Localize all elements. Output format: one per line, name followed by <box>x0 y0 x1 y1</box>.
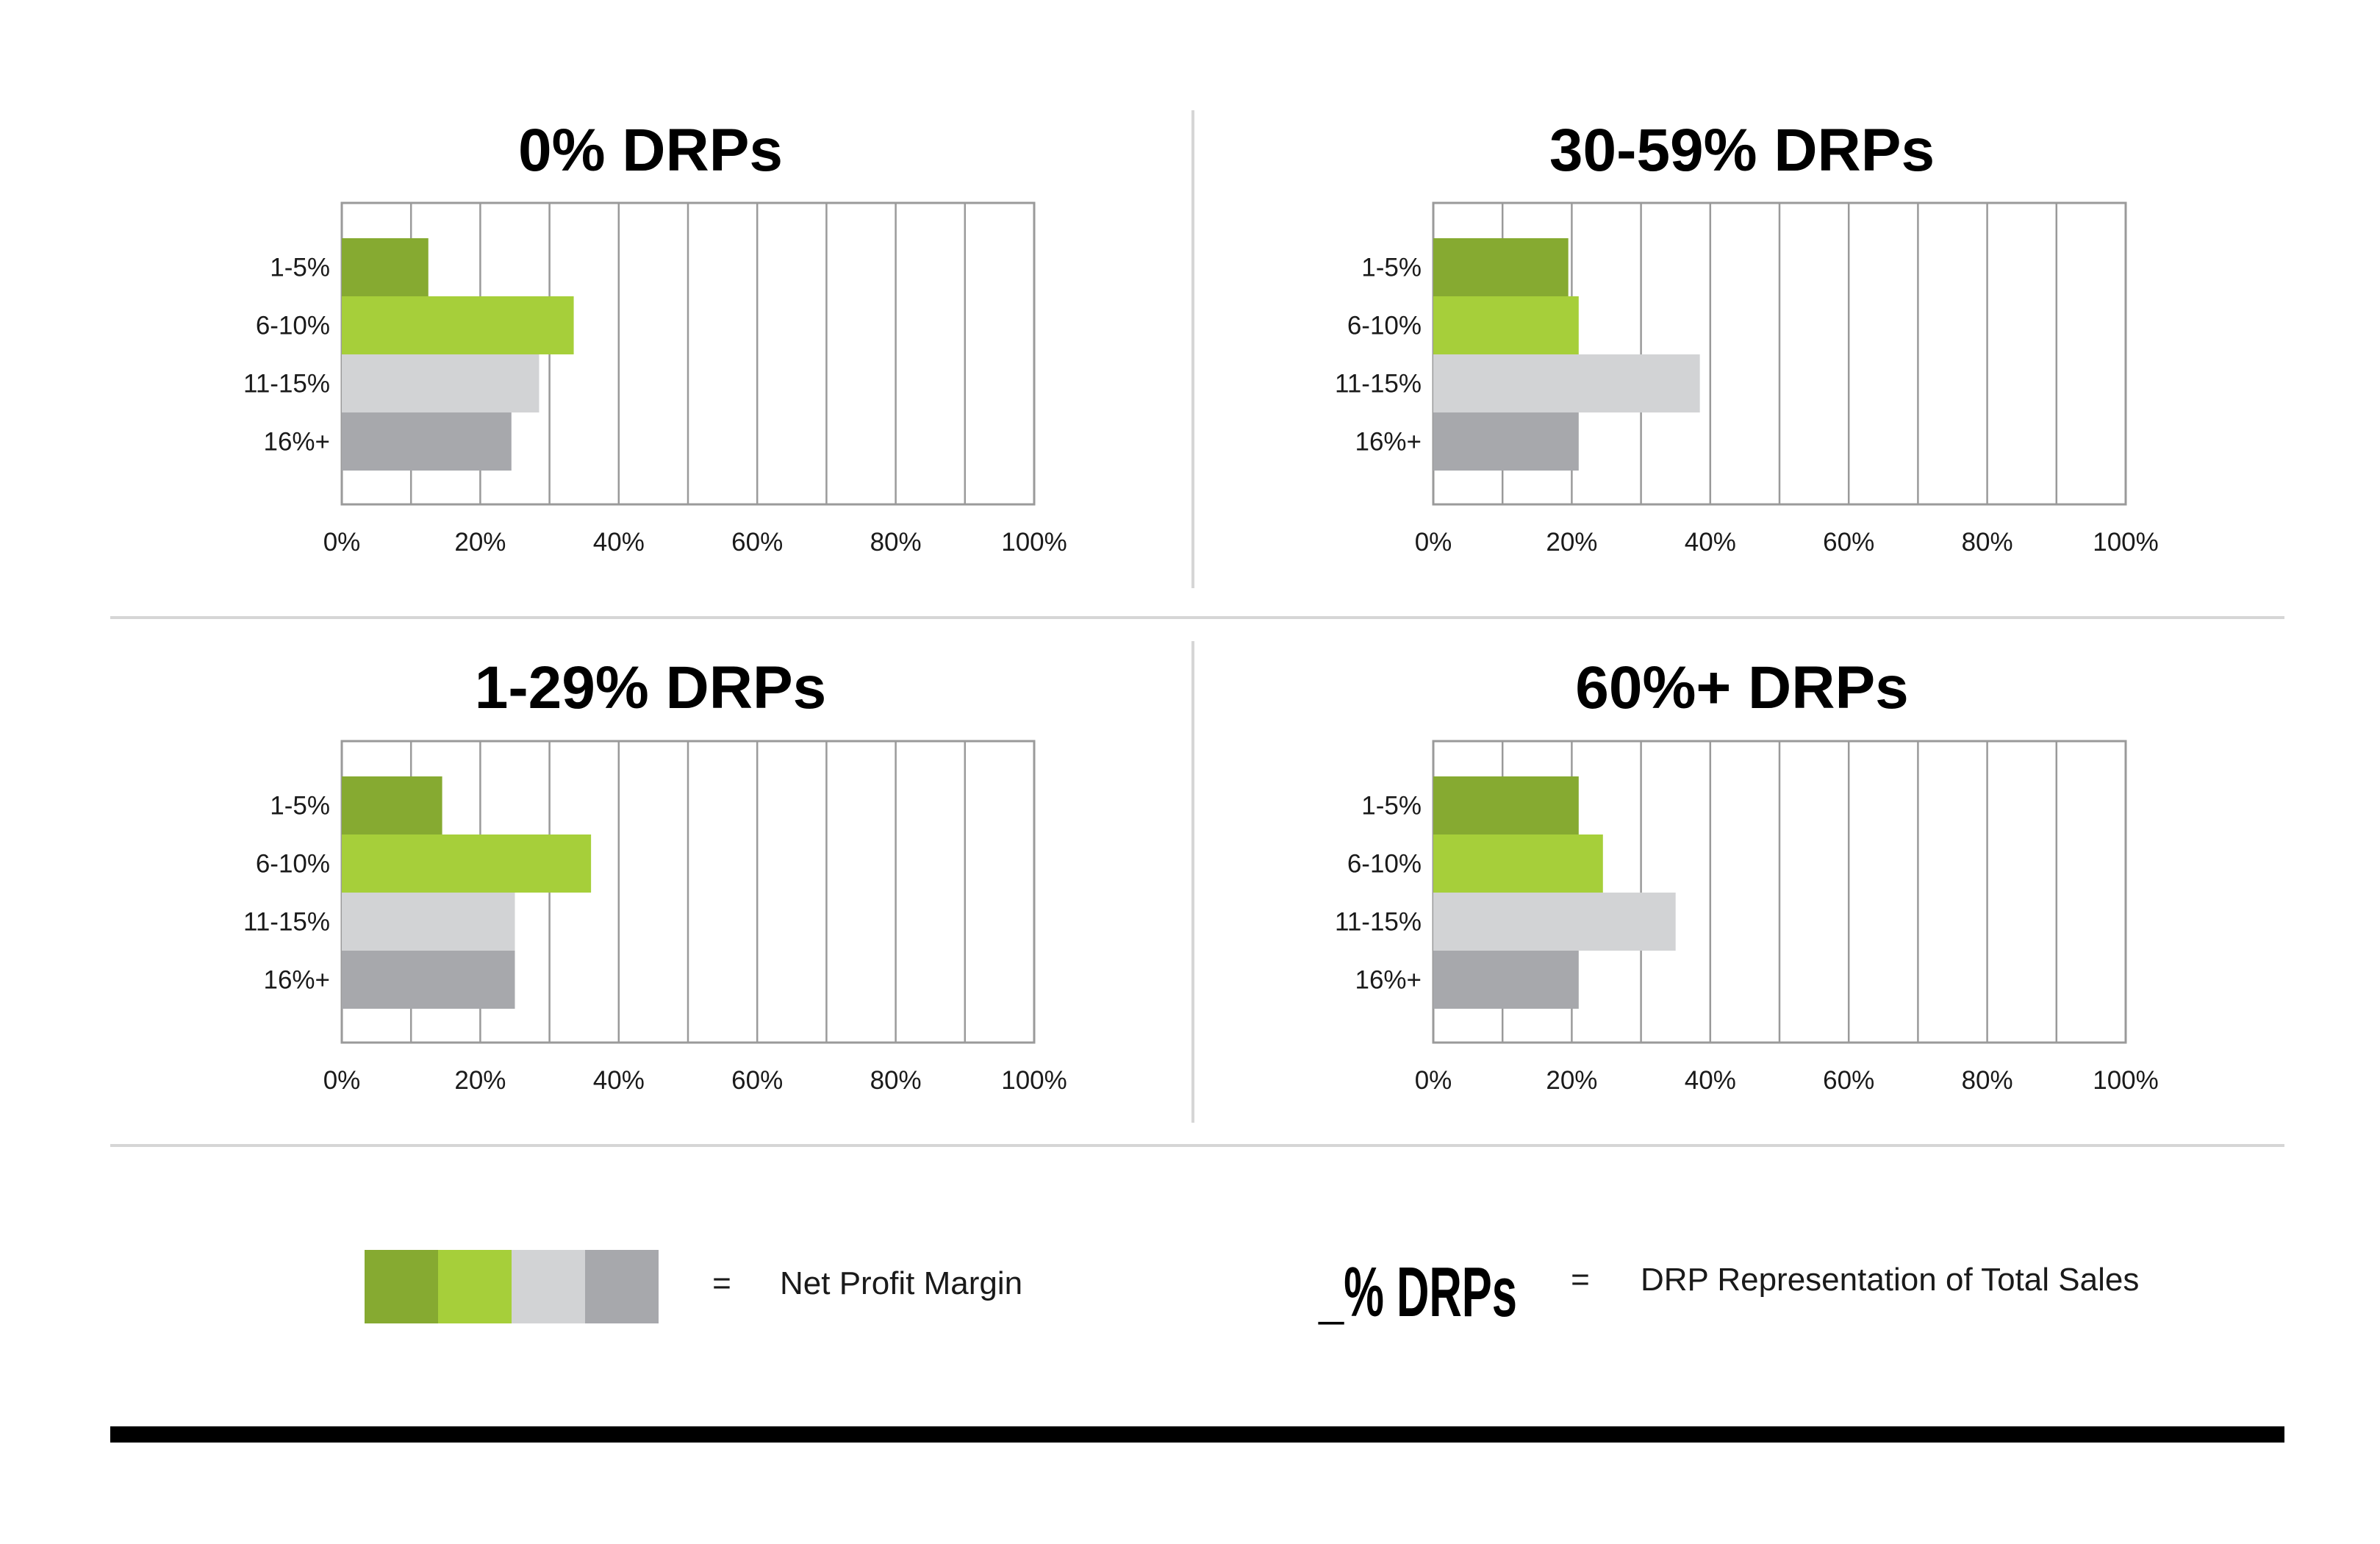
x-tick-label: 0% <box>323 528 361 557</box>
bar-6-10 <box>1433 296 1579 354</box>
bar-6-10 <box>342 296 574 354</box>
category-label-6-10: 6-10% <box>256 850 330 879</box>
x-tick-label: 80% <box>870 1066 922 1095</box>
category-label-16-plus: 16%+ <box>264 428 331 457</box>
category-label-11-15: 11-15% <box>243 908 330 937</box>
x-tick-label: 40% <box>1685 528 1736 557</box>
bar-11-15 <box>342 354 540 412</box>
x-tick-label: 0% <box>1415 1066 1452 1095</box>
x-tick-label: 20% <box>1546 528 1597 557</box>
category-label-11-15: 11-15% <box>1335 908 1422 937</box>
x-tick-label: 60% <box>1823 1066 1874 1095</box>
x-tick-label: 0% <box>1415 528 1452 557</box>
x-tick-label: 100% <box>2093 1066 2159 1095</box>
x-tick-label: 40% <box>593 528 645 557</box>
category-label-11-15: 11-15% <box>243 370 330 398</box>
bar-1-5 <box>342 238 429 296</box>
chart-30-59-drps: 30-59% DRPs 1-5% 6-10% 11-15% 16%+ 0% 20% 40% 60… <box>1335 117 2159 557</box>
x-tick-label: 80% <box>1962 528 2013 557</box>
chart-0-drps: 0% DRPs 1-5% 6-10% 11-15% 16%+ 0% 20% 40% 60% 80%… <box>243 117 1067 557</box>
category-label-1-5: 1-5% <box>270 254 330 282</box>
x-tick-label: 0% <box>323 1066 361 1095</box>
bar-1-5 <box>342 776 442 834</box>
x-tick-label: 20% <box>454 1066 506 1095</box>
chart-title: 0% DRPs <box>518 117 783 184</box>
legend-swatch-11-15 <box>512 1250 585 1323</box>
chart-title: 60%+ DRPs <box>1575 654 1909 721</box>
legend-swatch-1-5 <box>365 1250 438 1323</box>
category-label-1-5: 1-5% <box>270 792 330 821</box>
legend-swatch-6-10 <box>438 1250 512 1323</box>
bar-1-5 <box>1433 238 1569 296</box>
bar-11-15 <box>342 893 515 951</box>
category-label-16-plus: 16%+ <box>1355 966 1422 995</box>
category-label-6-10: 6-10% <box>256 312 330 340</box>
legend-drp-symbol: _% DRPs <box>1318 1253 1517 1332</box>
bar-16-plus <box>1433 951 1579 1009</box>
bar-6-10 <box>342 834 592 893</box>
bar-6-10 <box>1433 834 1603 893</box>
bar-16-plus <box>1433 412 1579 471</box>
x-tick-label: 60% <box>731 528 783 557</box>
x-tick-label: 100% <box>1001 1066 1067 1095</box>
bar-11-15 <box>1433 893 1676 951</box>
x-tick-label: 100% <box>2093 528 2159 557</box>
x-tick-label: 20% <box>1546 1066 1597 1095</box>
legend-equals-1: = <box>712 1265 731 1301</box>
category-label-1-5: 1-5% <box>1361 792 1422 821</box>
bar-1-5 <box>1433 776 1579 834</box>
category-label-11-15: 11-15% <box>1335 370 1422 398</box>
legend-equals-2: = <box>1571 1262 1590 1298</box>
chart-60-plus-drps: 60%+ DRPs 1-5% 6-10% 11-15% 16%+ 0% 20% 40% 60% 8… <box>1335 654 2159 1095</box>
category-label-16-plus: 16%+ <box>1355 428 1422 457</box>
bar-11-15 <box>1433 354 1700 412</box>
x-tick-label: 60% <box>1823 528 1874 557</box>
x-tick-label: 40% <box>593 1066 645 1095</box>
category-label-6-10: 6-10% <box>1347 850 1422 879</box>
legend-net-profit-margin: Net Profit Margin <box>780 1265 1022 1301</box>
chart-title: 30-59% DRPs <box>1549 117 1935 184</box>
bar-16-plus <box>342 951 515 1009</box>
legend: = Net Profit Margin _% DRPs = DRP Repres… <box>365 1250 2139 1332</box>
category-label-16-plus: 16%+ <box>264 966 331 995</box>
category-label-1-5: 1-5% <box>1361 254 1422 282</box>
bar-16-plus <box>342 412 512 471</box>
x-tick-label: 80% <box>870 528 922 557</box>
x-tick-label: 80% <box>1962 1066 2013 1095</box>
x-tick-label: 40% <box>1685 1066 1736 1095</box>
footer-bar <box>110 1426 2284 1443</box>
x-tick-label: 20% <box>454 528 506 557</box>
chart-title: 1-29% DRPs <box>475 654 827 721</box>
chart-1-29-drps: 1-29% DRPs 1-5% 6-10% 11-15% 16%+ 0% 20% 40% 60%… <box>243 654 1067 1095</box>
x-tick-label: 100% <box>1001 528 1067 557</box>
legend-drp-representation: DRP Representation of Total Sales <box>1641 1262 2139 1298</box>
category-label-6-10: 6-10% <box>1347 312 1422 340</box>
x-tick-label: 60% <box>731 1066 783 1095</box>
legend-swatch-16-plus <box>585 1250 659 1323</box>
